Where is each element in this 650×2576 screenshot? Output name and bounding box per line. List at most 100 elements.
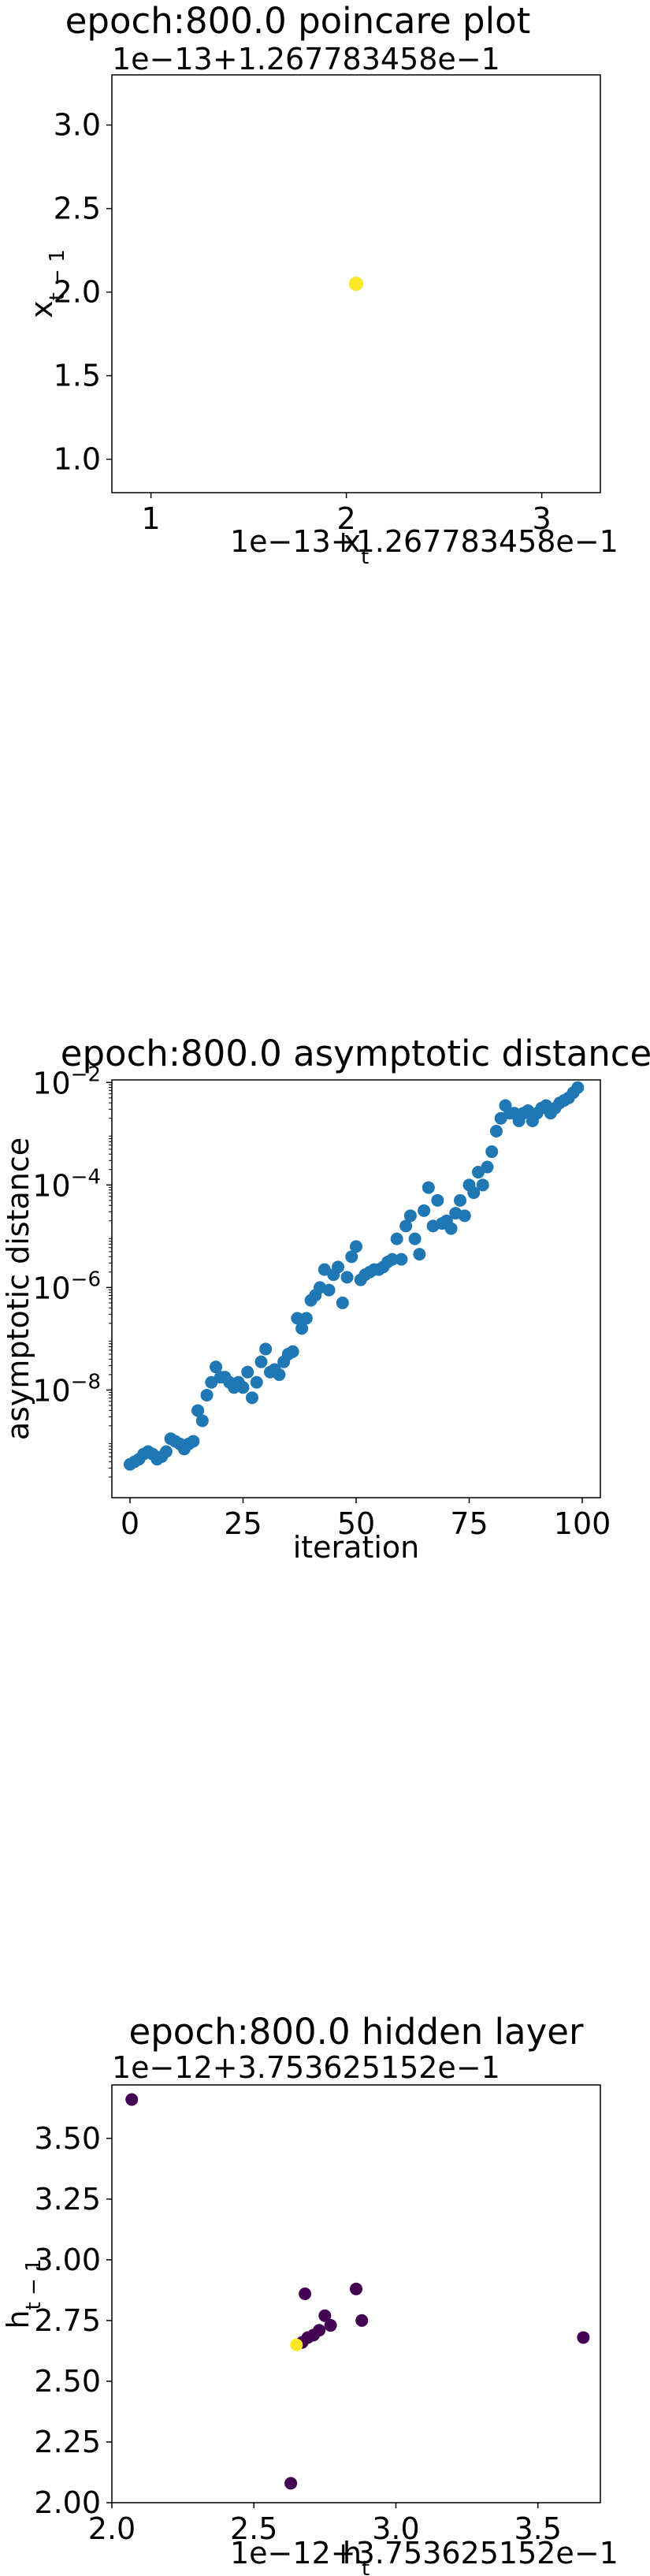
poincare-title: epoch:800.0 poincare plot bbox=[65, 0, 531, 42]
poincare-y-ticks: 1.0 1.5 2.0 2.5 3.0 bbox=[54, 108, 112, 477]
asymptotic-point bbox=[299, 1312, 313, 1325]
hidden-plot-area bbox=[111, 2084, 601, 2503]
asymptotic-point bbox=[332, 1260, 345, 1274]
hidden-x-tick-label: 2.0 bbox=[88, 2511, 136, 2546]
hidden-point bbox=[318, 2309, 332, 2322]
hidden-x-ticks: 2.0 2.5 3.0 3.5 bbox=[88, 2503, 562, 2546]
poincare-y-tick-label: 1.0 bbox=[54, 442, 101, 477]
asymptotic-point bbox=[345, 1250, 358, 1264]
hidden-y-tick-label: 3.25 bbox=[34, 2182, 101, 2217]
hidden-point bbox=[299, 2288, 312, 2300]
poincare-y-offset-text: 1e−13+1.267783458e−1 bbox=[112, 42, 500, 76]
asymptotic-point bbox=[395, 1253, 408, 1266]
hidden-y-tick-label: 3.50 bbox=[34, 2121, 101, 2156]
asymptotic-point bbox=[295, 1322, 309, 1335]
asymptotic-point bbox=[245, 1391, 258, 1405]
asymptotic-point bbox=[340, 1271, 354, 1284]
hidden-point bbox=[324, 2319, 337, 2332]
hidden-x-tick-label: 3.0 bbox=[372, 2511, 419, 2546]
hidden-x-offset-text: 1e−12+3.753625152e−1 bbox=[230, 2536, 618, 2570]
asymptotic-point bbox=[476, 1178, 489, 1192]
asymptotic-point bbox=[458, 1209, 471, 1223]
poincare-y-tick-label: 3.0 bbox=[54, 108, 101, 143]
asymptotic-point bbox=[399, 1219, 413, 1233]
hidden-x-tick-label: 3.5 bbox=[514, 2511, 561, 2546]
hidden-y-tick-label: 2.00 bbox=[34, 2485, 101, 2520]
poincare-point bbox=[349, 277, 363, 291]
hidden-y-tick-label: 2.50 bbox=[34, 2364, 101, 2399]
asymptotic-point bbox=[485, 1145, 499, 1159]
hidden-y-tick-label: 2.75 bbox=[34, 2303, 101, 2338]
asymptotic-y-tick-label: 10−4 bbox=[32, 1165, 101, 1203]
asymptotic-point bbox=[454, 1193, 467, 1207]
asymptotic-point bbox=[200, 1388, 214, 1402]
hidden-points bbox=[125, 2093, 590, 2490]
hidden-title: epoch:800.0 hidden layer bbox=[129, 2011, 584, 2053]
asymptotic-point bbox=[481, 1160, 494, 1174]
asymptotic-point bbox=[403, 1209, 417, 1223]
poincare-y-tick-label: 2.5 bbox=[54, 192, 101, 226]
asymptotic-y-label: asymptotic distance bbox=[1, 1137, 35, 1440]
asymptotic-point bbox=[322, 1283, 336, 1297]
asymptotic-point bbox=[431, 1193, 444, 1207]
asymptotic-y-tick-label: 10−6 bbox=[32, 1268, 101, 1305]
poincare-points bbox=[349, 277, 363, 291]
hidden-point bbox=[350, 2282, 362, 2295]
poincare-x-tick-label: 2 bbox=[337, 501, 356, 536]
asymptotic-x-tick-label: 75 bbox=[450, 1506, 488, 1541]
asymptotic-point bbox=[408, 1232, 422, 1245]
asymptotic-point bbox=[571, 1081, 585, 1094]
hidden-y-ticks: 2.00 2.25 2.50 2.75 3.00 3.25 3.50 bbox=[34, 2121, 112, 2520]
asymptotic-x-tick-label: 0 bbox=[121, 1506, 139, 1541]
asymptotic-point bbox=[241, 1365, 254, 1379]
asymptotic-y-tick-label: 10−2 bbox=[32, 1063, 101, 1100]
asymptotic-plot-area bbox=[111, 1079, 601, 1498]
asymptotic-point bbox=[187, 1435, 200, 1448]
poincare-plot-area bbox=[111, 74, 601, 493]
asymptotic-point bbox=[210, 1361, 223, 1374]
hidden-y-tick-label: 2.25 bbox=[34, 2425, 101, 2459]
poincare-y-tick-label: 1.5 bbox=[54, 359, 101, 393]
asymptotic-point bbox=[422, 1181, 435, 1194]
asymptotic-point bbox=[273, 1368, 286, 1381]
hidden-y-tick-label: 3.00 bbox=[34, 2243, 101, 2277]
asymptotic-title: epoch:800.0 asymptotic distance bbox=[61, 1033, 650, 1074]
asymptotic-x-tick-label: 50 bbox=[337, 1506, 375, 1541]
asymptotic-point bbox=[444, 1222, 458, 1235]
asymptotic-x-tick-label: 100 bbox=[554, 1506, 611, 1541]
poincare-y-tick-label: 2.0 bbox=[54, 275, 101, 310]
asymptotic-point bbox=[286, 1345, 299, 1358]
asymptotic-point bbox=[291, 1312, 304, 1325]
asymptotic-point bbox=[390, 1232, 403, 1245]
asymptotic-point bbox=[191, 1404, 205, 1417]
hidden-point bbox=[284, 2477, 298, 2490]
asymptotic-x-ticks: 0 25 50 75 100 bbox=[121, 1498, 611, 1541]
hidden-point bbox=[125, 2093, 139, 2106]
poincare-chart: epoch:800.0 poincare plot 1e−13+1.267783… bbox=[24, 0, 618, 569]
asymptotic-point bbox=[236, 1381, 250, 1394]
asymptotic-distance-chart: epoch:800.0 asymptotic distance 0 25 50 75 1… bbox=[1, 1033, 650, 1565]
hidden-x-tick-label: 2.5 bbox=[230, 2511, 277, 2546]
asymptotic-point bbox=[195, 1414, 209, 1428]
asymptotic-points bbox=[123, 1081, 585, 1471]
asymptotic-point bbox=[489, 1125, 503, 1138]
asymptotic-point bbox=[385, 1253, 399, 1266]
hidden-layer-chart: epoch:800.0 hidden layer 1e−12+3.7536251… bbox=[1, 2011, 618, 2576]
asymptotic-y-tick-label: 10−8 bbox=[32, 1370, 101, 1408]
asymptotic-point bbox=[259, 1342, 273, 1356]
asymptotic-point bbox=[336, 1296, 349, 1309]
asymptotic-point bbox=[467, 1186, 481, 1200]
poincare-x-ticks: 1 2 3 bbox=[142, 493, 552, 536]
hidden-point bbox=[577, 2331, 590, 2344]
asymptotic-point bbox=[413, 1248, 426, 1261]
poincare-x-offset-text: 1e−13+1.267783458e−1 bbox=[230, 524, 618, 559]
asymptotic-x-tick-label: 25 bbox=[224, 1506, 262, 1541]
hidden-point bbox=[355, 2314, 369, 2327]
asymptotic-point bbox=[350, 1240, 362, 1253]
asymptotic-point bbox=[250, 1375, 263, 1389]
poincare-x-tick-label: 1 bbox=[142, 501, 161, 536]
asymptotic-point bbox=[418, 1204, 431, 1217]
hidden-y-offset-text: 1e−12+3.753625152e−1 bbox=[112, 2050, 500, 2085]
hidden-point bbox=[290, 2338, 303, 2351]
